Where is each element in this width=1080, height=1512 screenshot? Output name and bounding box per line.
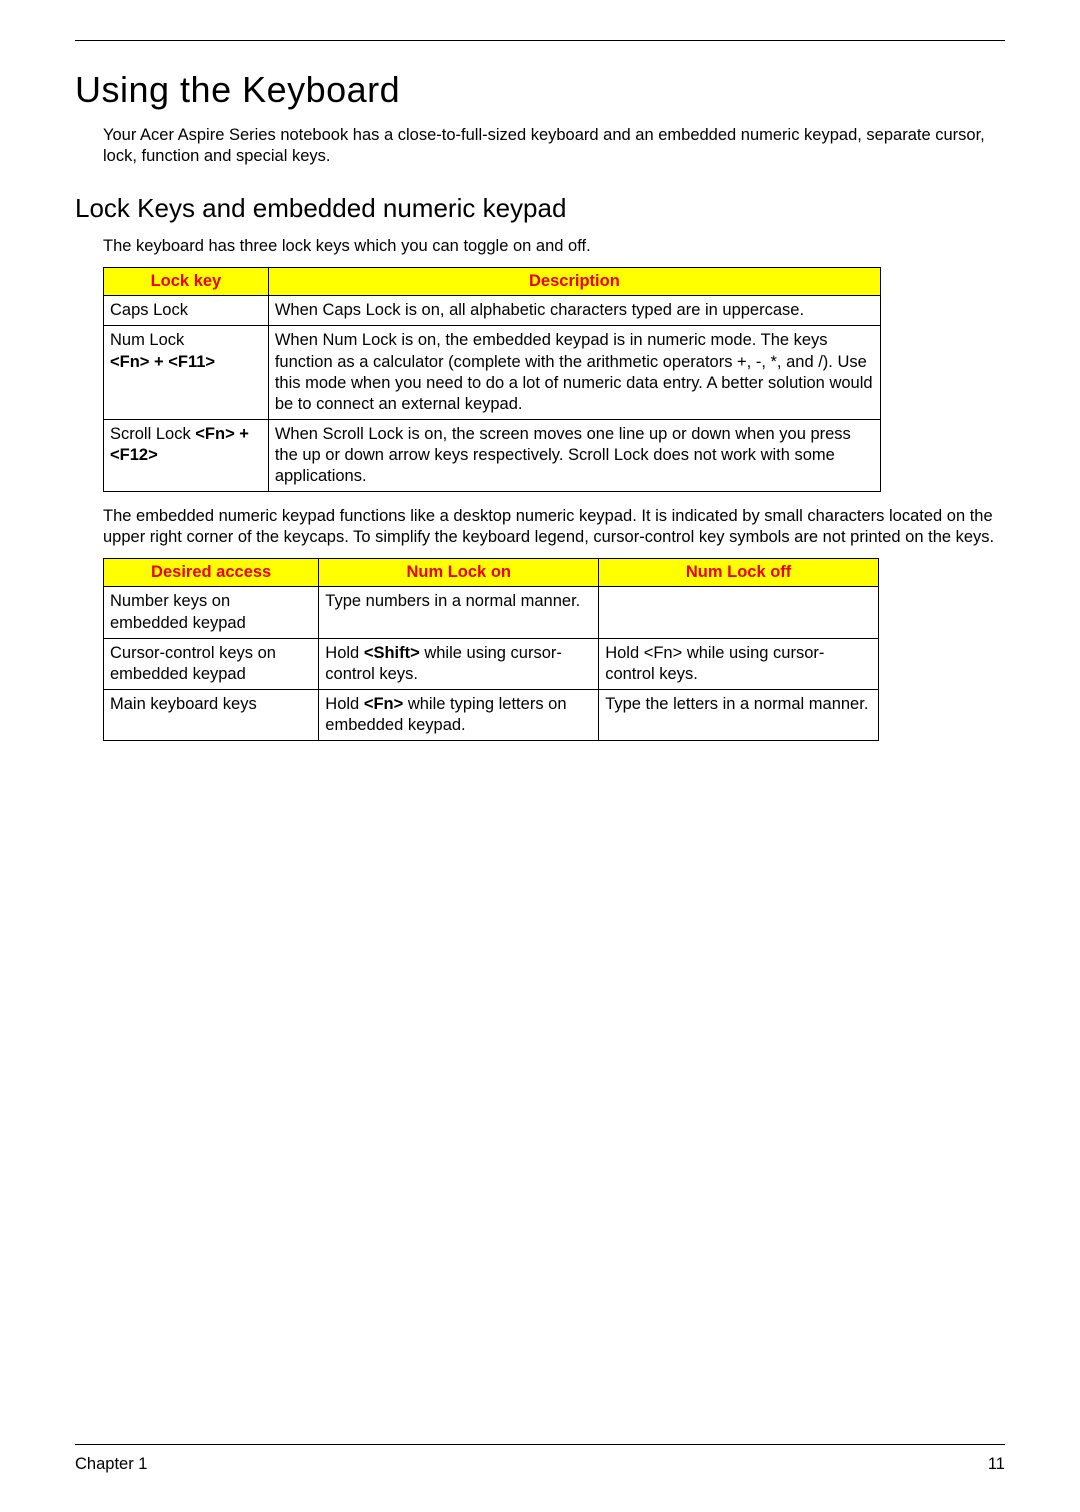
table-row: Number keys on embedded keypad Type numb… (104, 587, 879, 638)
table-cell: When Scroll Lock is on, the screen moves… (268, 419, 880, 491)
cell-text: Caps Lock (110, 301, 188, 319)
table-row: Cursor-control keys on embedded keypad H… (104, 638, 879, 689)
cell-text: Type the letters in a normal manner. (605, 695, 868, 713)
cell-text: Num Lock (110, 331, 184, 349)
table-header-cell: Description (268, 268, 880, 296)
chapter-label: Chapter 1 (75, 1455, 147, 1474)
numlock-table: Desired access Num Lock on Num Lock off … (103, 558, 879, 741)
page-number: 11 (988, 1455, 1005, 1474)
intro-paragraph: Your Acer Aspire Series notebook has a c… (103, 125, 1005, 167)
table-header-cell: Desired access (104, 559, 319, 587)
section-heading: Lock Keys and embedded numeric keypad (75, 193, 1005, 224)
cell-key: <Fn> (364, 695, 403, 713)
table-cell: Main keyboard keys (104, 689, 319, 740)
cell-key: <Shift> (364, 644, 420, 662)
cell-text: Hold (325, 695, 364, 713)
table-row: Num Lock <Fn> + <F11> When Num Lock is o… (104, 326, 881, 419)
table-row: Caps Lock When Caps Lock is on, all alph… (104, 296, 881, 326)
keypad-paragraph: The embedded numeric keypad functions li… (103, 506, 1005, 548)
page-title: Using the Keyboard (75, 69, 1005, 111)
table-row: Scroll Lock <Fn> + <F12> When Scroll Loc… (104, 419, 881, 491)
table-header-row: Lock key Description (104, 268, 881, 296)
table-cell: Hold <Shift> while using cursor-control … (319, 638, 599, 689)
cell-text: Scroll Lock (110, 425, 195, 443)
table-header-cell: Lock key (104, 268, 269, 296)
table-cell: Number keys on embedded keypad (104, 587, 319, 638)
cell-text: Type numbers in a normal manner. (325, 592, 580, 610)
table-cell: Type the letters in a normal manner. (599, 689, 879, 740)
table-header-cell: Num Lock off (599, 559, 879, 587)
top-rule (75, 40, 1005, 41)
section-intro: The keyboard has three lock keys which y… (103, 236, 1005, 257)
document-page: Using the Keyboard Your Acer Aspire Seri… (0, 0, 1080, 1512)
table-cell: Cursor-control keys on embedded keypad (104, 638, 319, 689)
lock-keys-table: Lock key Description Caps Lock When Caps… (103, 267, 881, 492)
footer-rule (75, 1444, 1005, 1445)
table-header-row: Desired access Num Lock on Num Lock off (104, 559, 879, 587)
table-cell: When Num Lock is on, the embedded keypad… (268, 326, 880, 419)
table-cell: When Caps Lock is on, all alphabetic cha… (268, 296, 880, 326)
table-cell: Type numbers in a normal manner. (319, 587, 599, 638)
cell-text: Hold (325, 644, 364, 662)
table-cell: Num Lock <Fn> + <F11> (104, 326, 269, 419)
footer-row: Chapter 1 11 (75, 1455, 1005, 1474)
table-cell: Hold <Fn> while using cursor-control key… (599, 638, 879, 689)
table-cell: Scroll Lock <Fn> + <F12> (104, 419, 269, 491)
table-cell (599, 587, 879, 638)
cell-key-combo: <Fn> + <F11> (110, 353, 215, 371)
cell-text: Hold <Fn> while using cursor-control key… (605, 644, 824, 683)
page-footer: Chapter 1 11 (75, 1444, 1005, 1474)
table-row: Main keyboard keys Hold <Fn> while typin… (104, 689, 879, 740)
table-cell: Hold <Fn> while typing letters on embedd… (319, 689, 599, 740)
table-header-cell: Num Lock on (319, 559, 599, 587)
table-cell: Caps Lock (104, 296, 269, 326)
